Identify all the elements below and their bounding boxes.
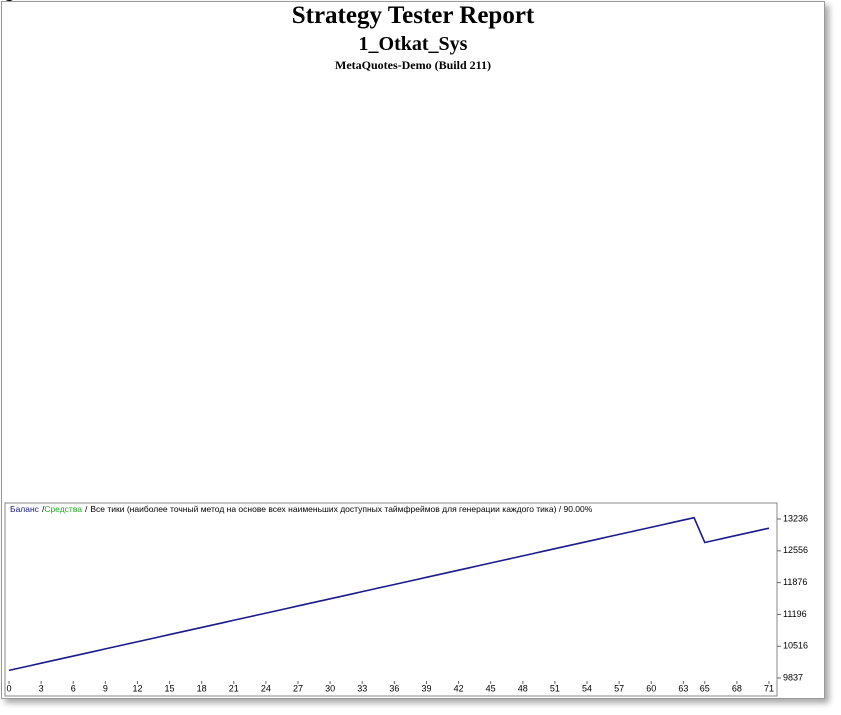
report-frame xyxy=(1,1,825,699)
subtitle: 1_Otkat_Sys xyxy=(358,33,468,55)
title: Strategy Tester Report xyxy=(291,2,535,29)
build: MetaQuotes-Demo (Build 211) xyxy=(335,58,491,72)
